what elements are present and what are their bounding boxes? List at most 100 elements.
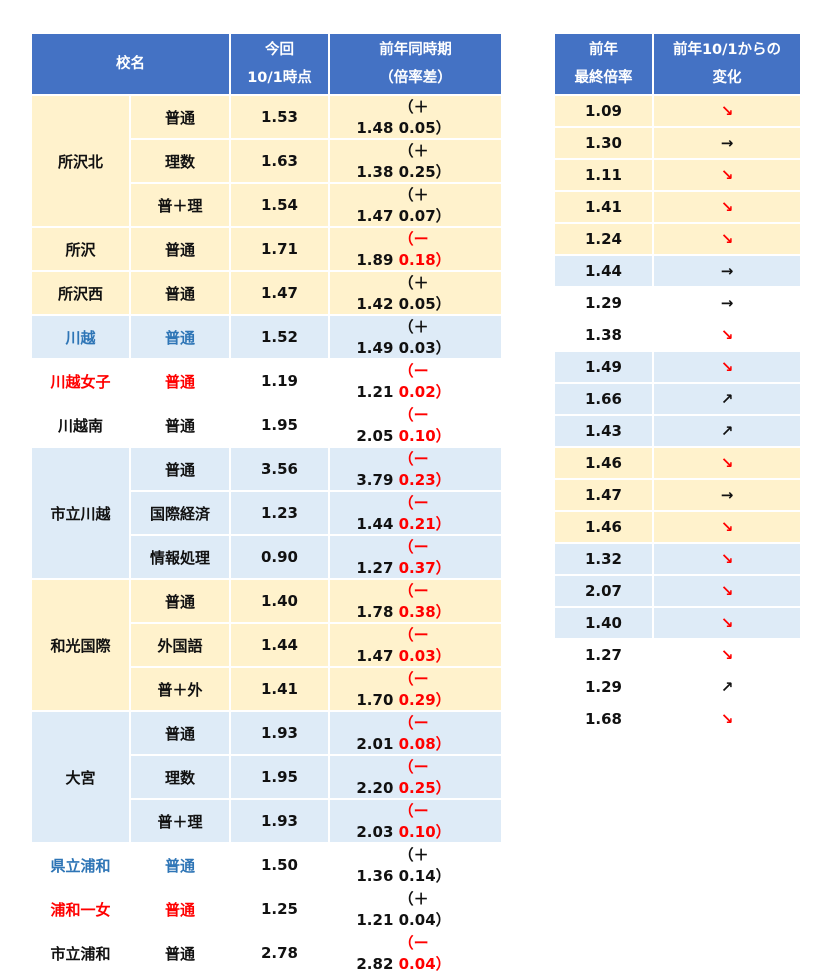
prev-ratio-cell: 1.78 （ー 0.38） — [330, 580, 501, 622]
prev-ratio-cell: 3.79 （ー 0.23） — [330, 448, 501, 490]
current-ratio: 1.41 — [231, 668, 328, 710]
prev-ratio-cell: 2.01 （ー 0.08） — [330, 712, 501, 754]
table-row: 川越南 普通 1.95 2.05 （ー 0.10） — [32, 404, 501, 446]
final-ratio: 1.46 — [555, 448, 652, 478]
table-row: 1.27 ↘ — [555, 640, 800, 670]
header-school: 校名 — [32, 34, 229, 94]
school-name: 川越女子 — [32, 360, 129, 402]
school-name: 和光国際 — [32, 580, 129, 710]
table-row: 1.46 ↘ — [555, 448, 800, 478]
table-row: 1.29 → — [555, 288, 800, 318]
ratio-diff: （ー 0.02） — [398, 362, 451, 401]
course-name: 理数 — [131, 140, 229, 182]
school-name: 所沢西 — [32, 272, 129, 314]
ratio-diff: （ー 0.08） — [398, 714, 451, 753]
arrow-right-icon: → — [654, 480, 800, 510]
course-name: 普通 — [131, 228, 229, 270]
prev-ratio: 2.05 — [356, 427, 394, 445]
table-row: 1.47 → — [555, 480, 800, 510]
arrow-down-right-icon: ↘ — [654, 448, 800, 478]
ratio-diff: （ー 0.18） — [398, 230, 451, 269]
arrow-up-right-icon: ↗ — [654, 672, 800, 702]
ratio-diff: （ー 0.10） — [398, 802, 451, 841]
course-name: 普＋理 — [131, 184, 229, 226]
prev-ratio: 1.27 — [356, 559, 394, 577]
school-name: 川越南 — [32, 404, 129, 446]
arrow-down-right-icon: ↘ — [654, 512, 800, 542]
arrow-down-right-icon: ↘ — [654, 320, 800, 350]
ratio-diff: （ー 0.25） — [398, 758, 451, 797]
table-row: 1.49 ↘ — [555, 352, 800, 382]
header-current-line2: 10/1時点 — [247, 70, 312, 86]
current-ratio: 1.71 — [231, 228, 328, 270]
prev-ratio-cell: 1.89 （ー 0.18） — [330, 228, 501, 270]
table-row: 1.68 ↘ — [555, 704, 800, 734]
prev-ratio: 3.79 — [356, 471, 394, 489]
current-ratio: 1.40 — [231, 580, 328, 622]
prev-ratio: 2.20 — [356, 779, 394, 797]
ratio-diff: （＋ 0.03） — [398, 318, 451, 357]
ratio-diff: （＋ 0.25） — [398, 142, 451, 181]
course-name: 普通 — [131, 96, 229, 138]
final-ratio: 1.29 — [555, 288, 652, 318]
prev-ratio-cell: 1.49 （＋ 0.03） — [330, 316, 501, 358]
school-name: 川越 — [32, 316, 129, 358]
course-name: 普通 — [131, 272, 229, 314]
current-ratio: 1.50 — [231, 844, 328, 886]
course-name: 普通 — [131, 712, 229, 754]
table-row: 1.11 ↘ — [555, 160, 800, 190]
table-row: 所沢北 普通 1.53 1.48 （＋ 0.05） — [32, 96, 501, 226]
current-ratio: 3.56 — [231, 448, 328, 490]
prev-ratio: 1.38 — [356, 163, 394, 181]
prev-ratio-cell: 1.21 （＋ 0.04） — [330, 888, 501, 930]
course-name: 国際経済 — [131, 492, 229, 534]
course-name: 外国語 — [131, 624, 229, 666]
course-name: 普通 — [131, 888, 229, 930]
prev-ratio: 1.78 — [356, 603, 394, 621]
header-final-line1: 前年 — [589, 42, 618, 58]
arrow-down-right-icon: ↘ — [654, 160, 800, 190]
prev-ratio: 2.01 — [356, 735, 394, 753]
course-name: 普通 — [131, 448, 229, 490]
header-prev-line1: 前年同時期 — [379, 42, 452, 58]
prev-ratio: 1.49 — [356, 339, 394, 357]
course-name: 普通 — [131, 932, 229, 974]
header-prev-line2: （倍率差） — [379, 70, 452, 86]
course-name: 普通 — [131, 360, 229, 402]
final-ratio: 1.24 — [555, 224, 652, 254]
current-ratio: 1.93 — [231, 712, 328, 754]
school-name: 県立浦和 — [32, 844, 129, 886]
table-row: 浦和一女 普通 1.25 1.21 （＋ 0.04） — [32, 888, 501, 930]
prev-ratio: 1.47 — [356, 647, 394, 665]
header-change-line2: 変化 — [712, 70, 742, 86]
table-row: 1.43 ↗ — [555, 416, 800, 446]
current-ratio: 1.63 — [231, 140, 328, 182]
prev-ratio: 1.21 — [356, 911, 394, 929]
current-ratio: 1.19 — [231, 360, 328, 402]
arrow-up-right-icon: ↗ — [654, 384, 800, 414]
final-ratio: 1.41 — [555, 192, 652, 222]
current-ratio: 1.25 — [231, 888, 328, 930]
ratio-diff: （＋ 0.14） — [398, 846, 451, 885]
course-name: 普通 — [131, 404, 229, 446]
course-name: 情報処理 — [131, 536, 229, 578]
arrow-down-right-icon: ↘ — [654, 224, 800, 254]
ratio-diff: （＋ 0.05） — [398, 274, 451, 313]
arrow-down-right-icon: ↘ — [654, 96, 800, 126]
final-ratio: 1.66 — [555, 384, 652, 414]
prev-ratio-cell: 2.03 （ー 0.10） — [330, 800, 501, 842]
table-row: 普＋外 1.41 1.70 （ー 0.29） — [32, 668, 501, 710]
final-ratio: 1.49 — [555, 352, 652, 382]
ratio-diff: （ー 0.29） — [398, 670, 451, 709]
admission-ratio-table: 校名 今回 10/1時点 前年同時期 （倍率差） 所沢北 普通 1.53 1.48 … — [30, 32, 503, 976]
ratio-diff: （ー 0.10） — [398, 406, 451, 445]
table-row: 所沢西 普通 1.47 1.42 （＋ 0.05） — [32, 272, 501, 314]
course-name: 理数 — [131, 756, 229, 798]
table-row: 市立浦和 普通 2.78 2.82 （ー 0.04） — [32, 932, 501, 974]
arrow-right-icon: → — [654, 288, 800, 318]
header-final-line2: 最終倍率 — [574, 70, 633, 86]
arrow-down-right-icon: ↘ — [654, 640, 800, 670]
prev-ratio: 1.47 — [356, 207, 394, 225]
prev-ratio: 1.44 — [356, 515, 394, 533]
arrow-right-icon: → — [654, 256, 800, 286]
